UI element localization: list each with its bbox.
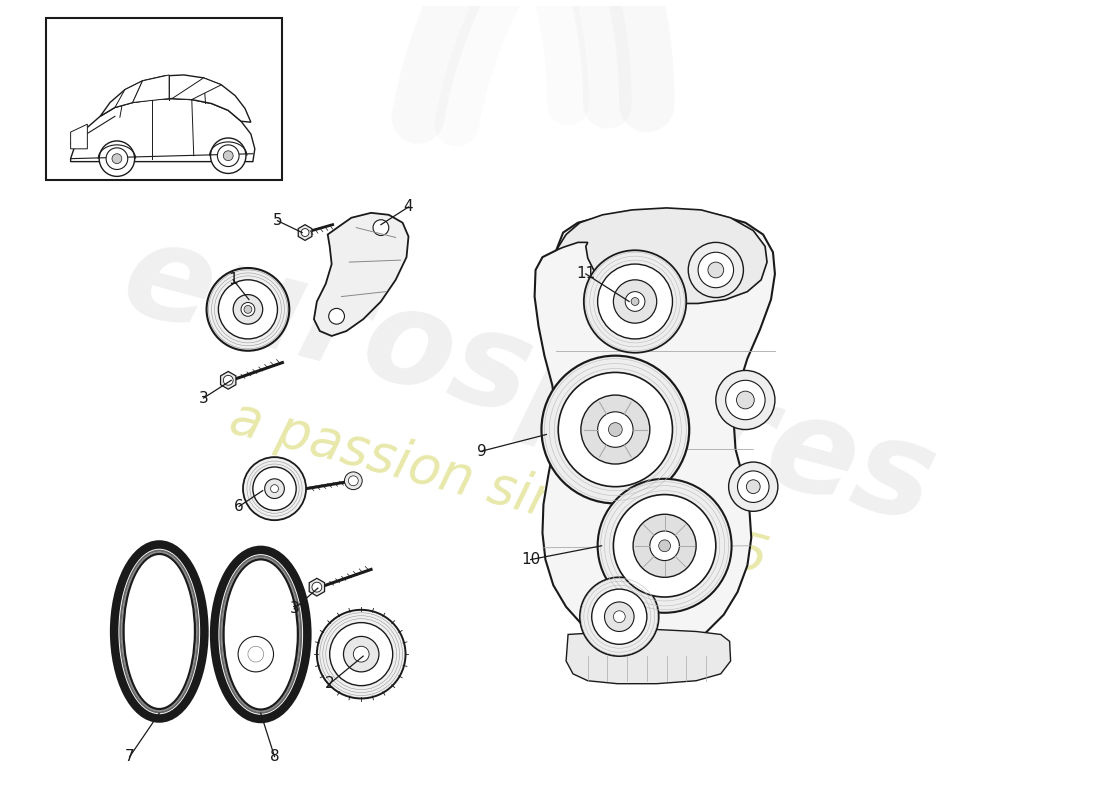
Text: 10: 10 (521, 552, 540, 567)
Text: 3: 3 (199, 390, 209, 406)
Circle shape (248, 646, 264, 662)
Circle shape (373, 220, 388, 235)
Circle shape (223, 150, 233, 161)
Circle shape (728, 462, 778, 511)
Text: 8: 8 (270, 749, 279, 764)
Polygon shape (309, 578, 324, 596)
Polygon shape (557, 208, 767, 303)
Circle shape (253, 467, 296, 510)
Circle shape (312, 582, 322, 592)
Polygon shape (298, 225, 312, 241)
Circle shape (608, 422, 623, 437)
Circle shape (597, 479, 732, 613)
Circle shape (223, 375, 233, 386)
Circle shape (210, 138, 246, 174)
Circle shape (207, 268, 289, 350)
Circle shape (747, 480, 760, 494)
Circle shape (584, 250, 686, 353)
Circle shape (581, 395, 650, 464)
Circle shape (737, 471, 769, 502)
Circle shape (265, 479, 285, 498)
Polygon shape (133, 75, 169, 102)
Circle shape (219, 280, 277, 339)
Circle shape (244, 306, 252, 314)
Circle shape (698, 252, 734, 288)
Polygon shape (70, 98, 255, 162)
Circle shape (580, 578, 659, 656)
Polygon shape (220, 371, 235, 389)
Circle shape (344, 472, 362, 490)
Circle shape (106, 148, 128, 170)
Circle shape (317, 610, 406, 698)
Polygon shape (70, 124, 87, 149)
Circle shape (605, 602, 634, 631)
Circle shape (329, 308, 344, 324)
Circle shape (271, 485, 278, 493)
Ellipse shape (219, 554, 304, 714)
Circle shape (112, 154, 122, 163)
Circle shape (737, 391, 755, 409)
Circle shape (238, 637, 274, 672)
Circle shape (233, 294, 263, 324)
Text: 7: 7 (125, 749, 134, 764)
Circle shape (301, 229, 309, 237)
Circle shape (659, 540, 671, 552)
Circle shape (716, 370, 774, 430)
Circle shape (614, 494, 716, 597)
Text: 3: 3 (289, 602, 299, 616)
Circle shape (330, 622, 393, 686)
Circle shape (614, 611, 625, 622)
Circle shape (349, 476, 359, 486)
Polygon shape (535, 213, 774, 650)
Circle shape (625, 292, 645, 311)
Text: 6: 6 (234, 499, 244, 514)
Circle shape (650, 531, 680, 561)
Polygon shape (172, 78, 221, 99)
Polygon shape (100, 75, 251, 122)
Polygon shape (314, 213, 408, 336)
Text: 1: 1 (229, 272, 238, 287)
Circle shape (631, 298, 639, 306)
Bar (46, 18, 283, 180)
Circle shape (241, 302, 255, 316)
Circle shape (597, 264, 672, 339)
Circle shape (218, 145, 239, 166)
Circle shape (708, 262, 724, 278)
Text: eurospares: eurospares (109, 211, 948, 550)
Text: 9: 9 (476, 444, 486, 458)
Circle shape (689, 242, 744, 298)
Circle shape (597, 412, 634, 447)
Circle shape (343, 637, 378, 672)
Polygon shape (114, 81, 143, 107)
Text: 2: 2 (324, 676, 334, 691)
Circle shape (353, 646, 370, 662)
Circle shape (243, 457, 306, 520)
Text: 4: 4 (404, 199, 414, 214)
Circle shape (541, 356, 690, 503)
Circle shape (558, 373, 672, 486)
Text: 11: 11 (576, 266, 595, 282)
Ellipse shape (119, 549, 200, 714)
Circle shape (614, 280, 657, 323)
Circle shape (592, 589, 647, 644)
Text: 5: 5 (273, 214, 283, 228)
Circle shape (99, 141, 134, 176)
Text: a passion since 1985: a passion since 1985 (224, 392, 773, 586)
Polygon shape (566, 630, 730, 684)
Circle shape (726, 380, 766, 420)
Circle shape (634, 514, 696, 578)
